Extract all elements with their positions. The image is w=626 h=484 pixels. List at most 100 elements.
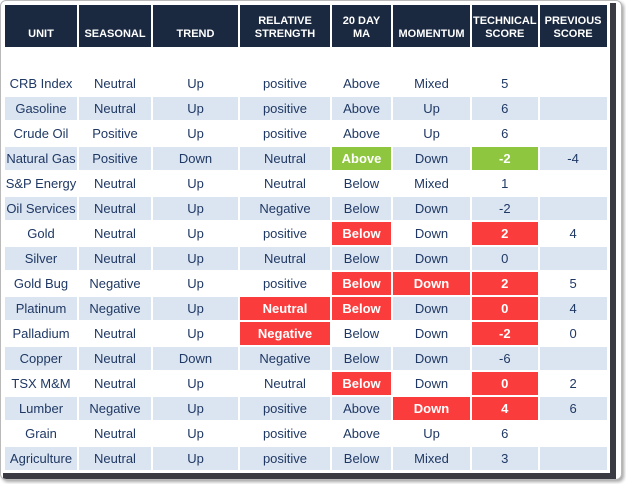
cell-unit: Grain (5, 422, 77, 445)
cell-momentum: Down (393, 247, 470, 270)
cell-seasonal: Neutral (79, 347, 151, 370)
cell-trend: Up (153, 397, 238, 420)
technical-scores-table: UNIT SEASONAL TREND RELATIVE STRENGTH 20 DAY… (3, 3, 609, 472)
spacer-row (5, 49, 607, 70)
cell-20-day-ma: Above (332, 397, 391, 420)
spacer-cell (5, 49, 77, 70)
table-row: Copper Neutral Down Negative Below Down -6 (5, 347, 607, 370)
cell-momentum: Down (393, 372, 470, 395)
cell-previous-score: 4 (539, 222, 607, 245)
cell-unit: CRB Index (5, 72, 77, 95)
scores-table-container: UNIT SEASONAL TREND RELATIVE STRENGTH 20 DAY… (3, 3, 616, 479)
cell-relative-strength: positive (240, 72, 330, 95)
column-header-momentum: MOMENTUM (393, 5, 470, 47)
cell-momentum: Down (393, 272, 470, 295)
cell-trend: Down (153, 347, 238, 370)
cell-momentum: Down (393, 147, 470, 170)
table-row: Palladium Neutral Up Negative Below Down -2 0 (5, 322, 607, 345)
cell-20-day-ma: Above (332, 147, 391, 170)
spacer-cell (153, 49, 238, 70)
cell-trend: Up (153, 122, 238, 145)
cell-previous-score (539, 97, 607, 120)
table-row: Gasoline Neutral Up positive Above Up 6 (5, 97, 607, 120)
column-header-relative-strength: RELATIVE STRENGTH (240, 5, 330, 47)
cell-momentum: Mixed (393, 447, 470, 470)
column-header-unit: UNIT (5, 5, 77, 47)
cell-momentum: Down (393, 297, 470, 320)
cell-seasonal: Negative (79, 397, 151, 420)
spacer-cell (539, 49, 607, 70)
cell-seasonal: Neutral (79, 372, 151, 395)
cell-momentum: Mixed (393, 172, 470, 195)
cell-relative-strength: Neutral (240, 247, 330, 270)
cell-unit: Copper (5, 347, 77, 370)
table-row: Gold Bug Negative Up positive Below Down 2 5 (5, 272, 607, 295)
cell-momentum: Up (393, 422, 470, 445)
cell-20-day-ma: Below (332, 222, 391, 245)
cell-relative-strength: positive (240, 222, 330, 245)
cell-previous-score (539, 72, 607, 95)
cell-momentum: Down (393, 347, 470, 370)
cell-trend: Up (153, 272, 238, 295)
spacer-cell (332, 49, 391, 70)
cell-technical-score: -2 (472, 197, 538, 220)
cell-previous-score (539, 172, 607, 195)
cell-momentum: Up (393, 122, 470, 145)
cell-technical-score: 1 (472, 172, 538, 195)
cell-seasonal: Neutral (79, 97, 151, 120)
cell-unit: S&P Energy (5, 172, 77, 195)
table-row: Grain Neutral Up positive Above Up 6 (5, 422, 607, 445)
column-header-20-day-ma: 20 DAY MA (332, 5, 391, 47)
cell-seasonal: Neutral (79, 197, 151, 220)
cell-trend: Up (153, 172, 238, 195)
cell-previous-score: 6 (539, 397, 607, 420)
table-row: Silver Neutral Up Neutral Below Down 0 (5, 247, 607, 270)
cell-unit: Crude Oil (5, 122, 77, 145)
cell-trend: Up (153, 422, 238, 445)
spacer-cell (472, 49, 538, 70)
cell-previous-score (539, 197, 607, 220)
cell-technical-score: -6 (472, 347, 538, 370)
cell-seasonal: Positive (79, 147, 151, 170)
cell-previous-score (539, 447, 607, 470)
cell-technical-score: 2 (472, 272, 538, 295)
cell-unit: Gold (5, 222, 77, 245)
spacer-cell (240, 49, 330, 70)
header-row: UNIT SEASONAL TREND RELATIVE STRENGTH 20 DAY… (5, 5, 607, 47)
cell-unit: Agriculture (5, 447, 77, 470)
cell-technical-score: 0 (472, 297, 538, 320)
cell-trend: Up (153, 197, 238, 220)
cell-technical-score: 0 (472, 372, 538, 395)
cell-20-day-ma: Above (332, 422, 391, 445)
cell-technical-score: 6 (472, 422, 538, 445)
cell-technical-score: -2 (472, 147, 538, 170)
column-header-trend: TREND (153, 5, 238, 47)
cell-seasonal: Neutral (79, 247, 151, 270)
cell-trend: Up (153, 222, 238, 245)
cell-trend: Down (153, 147, 238, 170)
cell-seasonal: Negative (79, 272, 151, 295)
cell-previous-score: 2 (539, 372, 607, 395)
cell-seasonal: Neutral (79, 422, 151, 445)
cell-20-day-ma: Below (332, 272, 391, 295)
table-row: TSX M&M Neutral Up Neutral Below Down 0 2 (5, 372, 607, 395)
cell-seasonal: Neutral (79, 322, 151, 345)
cell-seasonal: Negative (79, 297, 151, 320)
cell-relative-strength: Neutral (240, 147, 330, 170)
cell-trend: Up (153, 447, 238, 470)
cell-momentum: Down (393, 322, 470, 345)
cell-relative-strength: positive (240, 122, 330, 145)
table-row: Crude Oil Positive Up positive Above Up 6 (5, 122, 607, 145)
cell-unit: Lumber (5, 397, 77, 420)
cell-unit: Natural Gas (5, 147, 77, 170)
cell-momentum: Up (393, 97, 470, 120)
cell-20-day-ma: Below (332, 372, 391, 395)
cell-seasonal: Neutral (79, 72, 151, 95)
cell-unit: Palladium (5, 322, 77, 345)
cell-technical-score: 0 (472, 247, 538, 270)
cell-momentum: Down (393, 222, 470, 245)
cell-relative-strength: Negative (240, 347, 330, 370)
cell-seasonal: Neutral (79, 447, 151, 470)
cell-20-day-ma: Below (332, 247, 391, 270)
cell-technical-score: 3 (472, 447, 538, 470)
